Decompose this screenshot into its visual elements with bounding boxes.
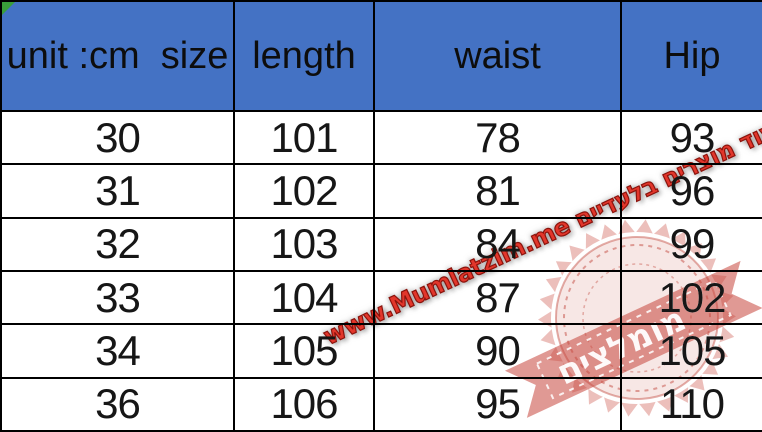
- table-cell: 96: [620, 163, 762, 219]
- table-cell: 93: [620, 109, 762, 166]
- table-row: 30 101 78 93: [0, 109, 762, 166]
- table-cell: 90: [373, 323, 622, 379]
- table-cell: 105: [233, 323, 375, 379]
- table-cell: 110: [620, 376, 762, 432]
- table-cell: 33: [0, 269, 235, 326]
- table-cell: 101: [233, 109, 375, 166]
- table-cell: 81: [373, 163, 622, 219]
- table-cell: 31: [0, 163, 235, 219]
- table-cell: 105: [620, 323, 762, 379]
- header-unit-size: unit :cm size: [0, 0, 235, 112]
- table-row: 36 106 95 110: [0, 376, 762, 432]
- table-cell: 30: [0, 109, 235, 166]
- table-cell: 32: [0, 216, 235, 272]
- table-cell: 102: [233, 163, 375, 219]
- table-row: 32 103 84 99: [0, 216, 762, 272]
- table-cell: 87: [373, 269, 622, 326]
- table-cell: 106: [233, 376, 375, 432]
- header-length: length: [233, 0, 375, 112]
- header-hip: Hip: [620, 0, 762, 112]
- table-cell: 102: [620, 269, 762, 326]
- table-cell: 103: [233, 216, 375, 272]
- table-cell: 84: [373, 216, 622, 272]
- header-row: unit :cm size length waist Hip: [0, 0, 762, 112]
- table-row: 31 102 81 96: [0, 163, 762, 219]
- table-cell: 34: [0, 323, 235, 379]
- table-cell: 99: [620, 216, 762, 272]
- table-row: 34 105 90 105: [0, 323, 762, 379]
- table-row: 33 104 87 102: [0, 269, 762, 326]
- header-waist: waist: [373, 0, 622, 112]
- cell-flag-triangle-icon: [2, 2, 15, 15]
- table-cell: 36: [0, 376, 235, 432]
- table-cell: 104: [233, 269, 375, 326]
- table-cell: 78: [373, 109, 622, 166]
- table-cell: 95: [373, 376, 622, 432]
